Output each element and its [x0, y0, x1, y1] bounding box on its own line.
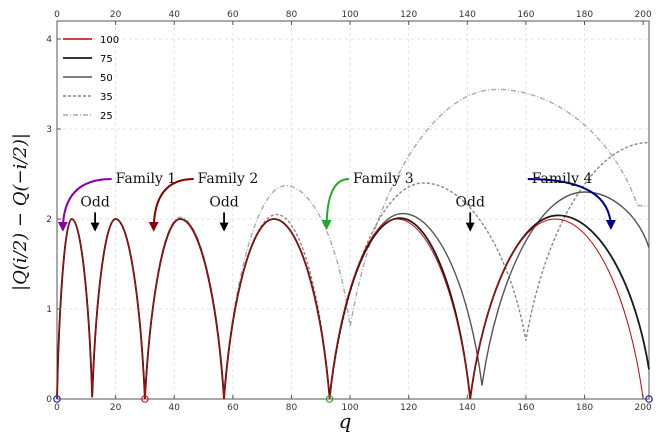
family-arrow [527, 178, 616, 230]
legend: 100 75 50 35 25 [63, 35, 119, 122]
x-tick-label-top: 20 [110, 10, 122, 20]
series-line-75 [56, 214, 650, 400]
family-arrow [321, 178, 350, 230]
x-tick-label-top: 140 [459, 10, 476, 20]
series-line-25 [56, 88, 650, 400]
x-tick-label: 120 [400, 403, 417, 413]
x-tick-label: 60 [227, 403, 239, 413]
x-tick-label-top: 160 [517, 10, 534, 20]
point-marker [141, 395, 149, 403]
x-tick-label: 80 [286, 403, 298, 413]
x-tick-label: 200 [635, 403, 652, 413]
y-tick-label: 2 [46, 215, 52, 225]
legend-label: 25 [100, 111, 113, 122]
x-tick-label: 100 [341, 403, 358, 413]
x-tick-label: 20 [110, 403, 122, 413]
odd-label: Odd [456, 194, 485, 210]
series-line-100 [56, 218, 644, 400]
y-tick-label: 4 [46, 35, 52, 45]
legend-label: 100 [100, 35, 119, 46]
family-arrow [148, 178, 194, 232]
x-tick-label: 160 [517, 403, 534, 413]
series-lines [56, 88, 650, 400]
x-tick-label: 140 [459, 403, 476, 413]
x-tick-label: 0 [54, 403, 60, 413]
family-label: Family 1 [116, 171, 177, 187]
y-tick-label: 1 [46, 305, 52, 315]
legend-label: 75 [100, 54, 113, 65]
odd-label: Odd [80, 194, 109, 210]
annotations: Family 1 Family 2 Family 3 Family 4 Odd Odd Od… [57, 171, 616, 232]
y-tick-label: 0 [46, 395, 52, 405]
grid [57, 21, 649, 399]
x-tick-label-top: 60 [227, 10, 239, 20]
plot-frame [56, 20, 650, 400]
y-axis-title: |Q(i/2) − Q(−i/2)| [10, 133, 31, 291]
legend-label: 35 [100, 92, 113, 103]
family-label: Family 2 [198, 171, 259, 187]
x-axis-title: q [339, 409, 352, 433]
legend-label: 50 [100, 73, 113, 84]
odd-label: Odd [209, 194, 238, 210]
family-label: Family 3 [353, 171, 414, 187]
x-tick-label-top: 120 [400, 10, 417, 20]
x-tick-label: 180 [576, 403, 593, 413]
x-tick-label-top: 0 [54, 10, 60, 20]
family-arrow [57, 178, 112, 232]
x-tick-label-top: 200 [635, 10, 652, 20]
family-label: Family 4 [532, 171, 593, 187]
axis-ticks: 0020204040606080801001001201201401401601… [46, 10, 652, 413]
x-tick-label: 40 [169, 403, 181, 413]
point-marker [645, 395, 653, 403]
x-tick-label-top: 180 [576, 10, 593, 20]
y-tick-label: 3 [46, 125, 52, 135]
series-line-50 [56, 191, 650, 400]
x-tick-label-top: 40 [169, 10, 181, 20]
x-tick-label-top: 80 [286, 10, 298, 20]
point-marker [325, 395, 334, 403]
x-tick-label-top: 100 [341, 10, 358, 20]
